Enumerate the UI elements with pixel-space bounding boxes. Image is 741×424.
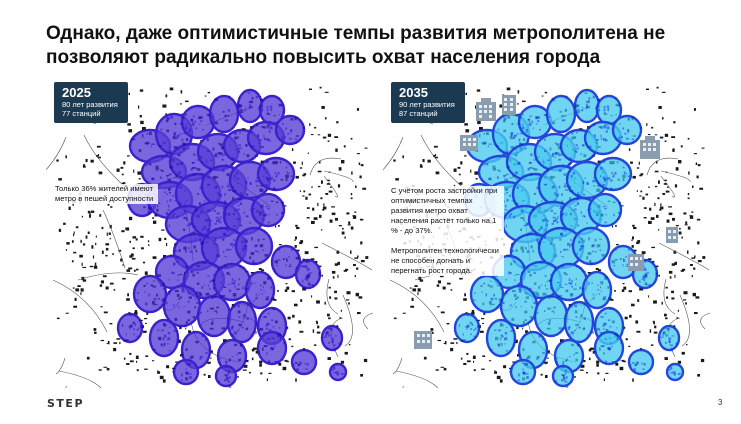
building-icon (414, 331, 432, 349)
slide-title: Однако, даже оптимистичные темпы развити… (46, 23, 666, 68)
badge-years-of-development: 90 лет развития (399, 100, 455, 109)
building-icon (476, 98, 496, 121)
building-icon (502, 95, 516, 115)
page-number: 3 (718, 398, 723, 407)
building-icon (640, 136, 660, 159)
badge-year: 2025 (62, 85, 91, 100)
year-badge-2025: 2025 80 лет развития 77 станций (54, 82, 128, 123)
coverage-note-2025: Только 36% жителей имеют метро в пешей д… (54, 184, 158, 204)
coverage-map-2025 (46, 86, 374, 388)
badge-stations-count: 77 станций (62, 109, 101, 118)
growth-note-2035: С учётом роста застройки при оптимистичн… (390, 186, 504, 276)
year-badge-2035: 2035 90 лет развития 87 станций (391, 82, 465, 123)
badge-years-of-development: 80 лет развития (62, 100, 118, 109)
map-panel-2035: 2035 90 лет развития 87 станций С учётом… (383, 76, 713, 388)
badge-year: 2035 (399, 85, 428, 100)
building-icon (666, 227, 678, 243)
growth-note-text: С учётом роста застройки при оптимистичн… (391, 186, 498, 235)
metro-capacity-note-text: Метрополитен технологически не способен … (391, 246, 499, 275)
building-icon (460, 135, 478, 151)
step-logo: STEP (47, 397, 85, 410)
building-icon (628, 254, 644, 271)
badge-stations-count: 87 станций (399, 109, 438, 118)
coverage-note-text: Только 36% жителей имеют метро в пешей д… (55, 184, 154, 203)
map-panel-2025: 2025 80 лет развития 77 станций Только 3… (46, 76, 376, 388)
